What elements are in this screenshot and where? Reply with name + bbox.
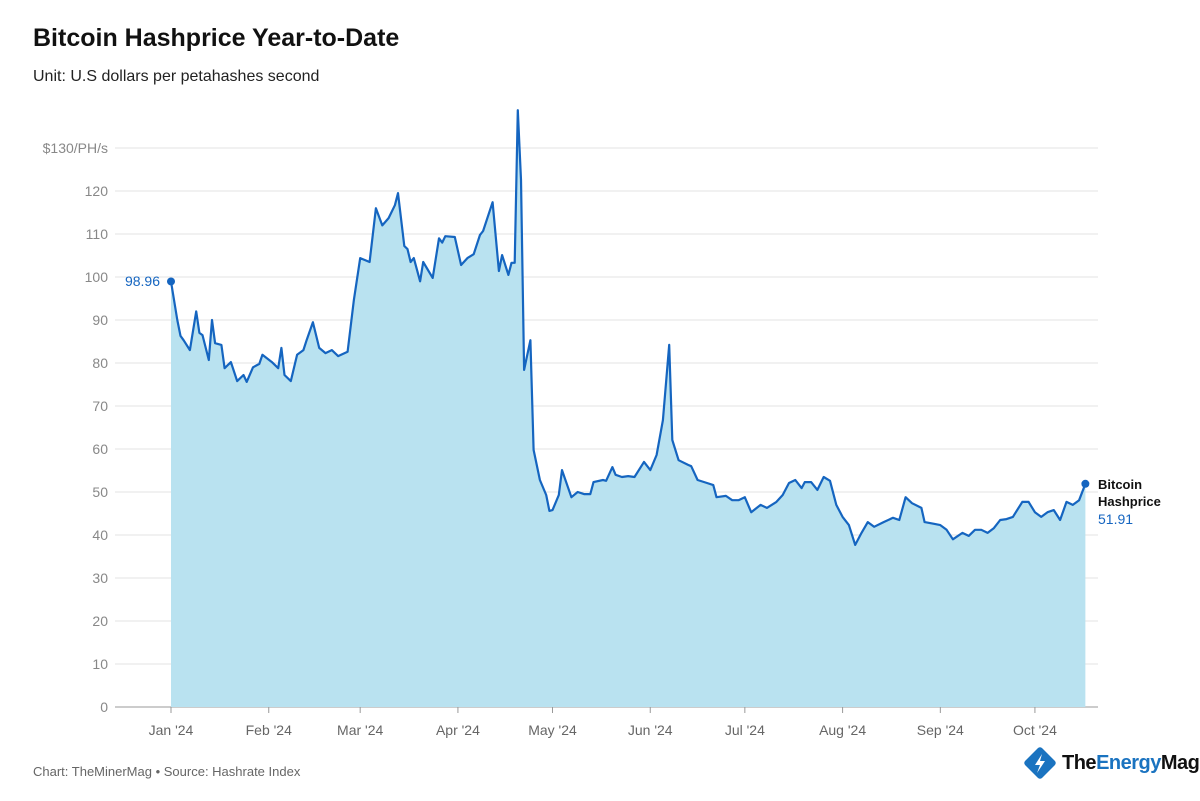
x-tick-label: Jun '24 bbox=[628, 722, 673, 738]
y-tick-label: 90 bbox=[92, 312, 108, 328]
y-tick-label: 50 bbox=[92, 484, 108, 500]
y-tick-label: 110 bbox=[86, 226, 109, 242]
x-tick-label: Oct '24 bbox=[1013, 722, 1057, 738]
y-tick-label: 10 bbox=[92, 656, 108, 672]
start-point bbox=[167, 277, 175, 286]
x-tick-label: Jul '24 bbox=[725, 722, 765, 738]
y-tick-label: 30 bbox=[92, 570, 108, 586]
y-tick-label: 100 bbox=[85, 269, 109, 285]
y-tick-label: 60 bbox=[92, 441, 108, 457]
y-tick-label: $130/PH/s bbox=[43, 140, 108, 156]
x-tick-label: Feb '24 bbox=[246, 722, 292, 738]
end-value-label: 51.91 bbox=[1098, 511, 1133, 527]
chart-title: Bitcoin Hashprice Year-to-Date bbox=[33, 24, 400, 52]
end-series-label-2: Hashprice bbox=[1098, 494, 1161, 509]
series-line bbox=[169, 109, 1087, 546]
end-series-label-1: Bitcoin bbox=[1098, 477, 1142, 492]
y-tick-label: 0 bbox=[100, 699, 108, 715]
chart-subtitle: Unit: U.S dollars per petahashes second bbox=[33, 68, 320, 85]
x-tick-label: Apr '24 bbox=[436, 722, 480, 738]
energymag-logo: TheEnergyMag bbox=[1022, 745, 1200, 781]
y-tick-label: 70 bbox=[92, 398, 108, 414]
area-fill bbox=[171, 110, 1086, 707]
x-tick-label: Jan '24 bbox=[149, 722, 194, 738]
x-tick-label: May '24 bbox=[528, 722, 577, 738]
y-tick-label: 80 bbox=[92, 355, 108, 371]
y-tick-label: 20 bbox=[92, 613, 108, 629]
x-tick-label: Mar '24 bbox=[337, 722, 383, 738]
chart-footer: Chart: TheMinerMag • Source: Hashrate In… bbox=[33, 764, 301, 779]
start-value-label: 98.96 bbox=[125, 273, 160, 289]
lightning-diamond-icon bbox=[1024, 747, 1056, 779]
end-point bbox=[1081, 479, 1090, 488]
y-tick-label: 120 bbox=[85, 183, 109, 199]
x-tick-label: Aug '24 bbox=[819, 722, 866, 738]
x-tick-label: Sep '24 bbox=[917, 722, 964, 738]
y-tick-label: 40 bbox=[92, 527, 108, 543]
